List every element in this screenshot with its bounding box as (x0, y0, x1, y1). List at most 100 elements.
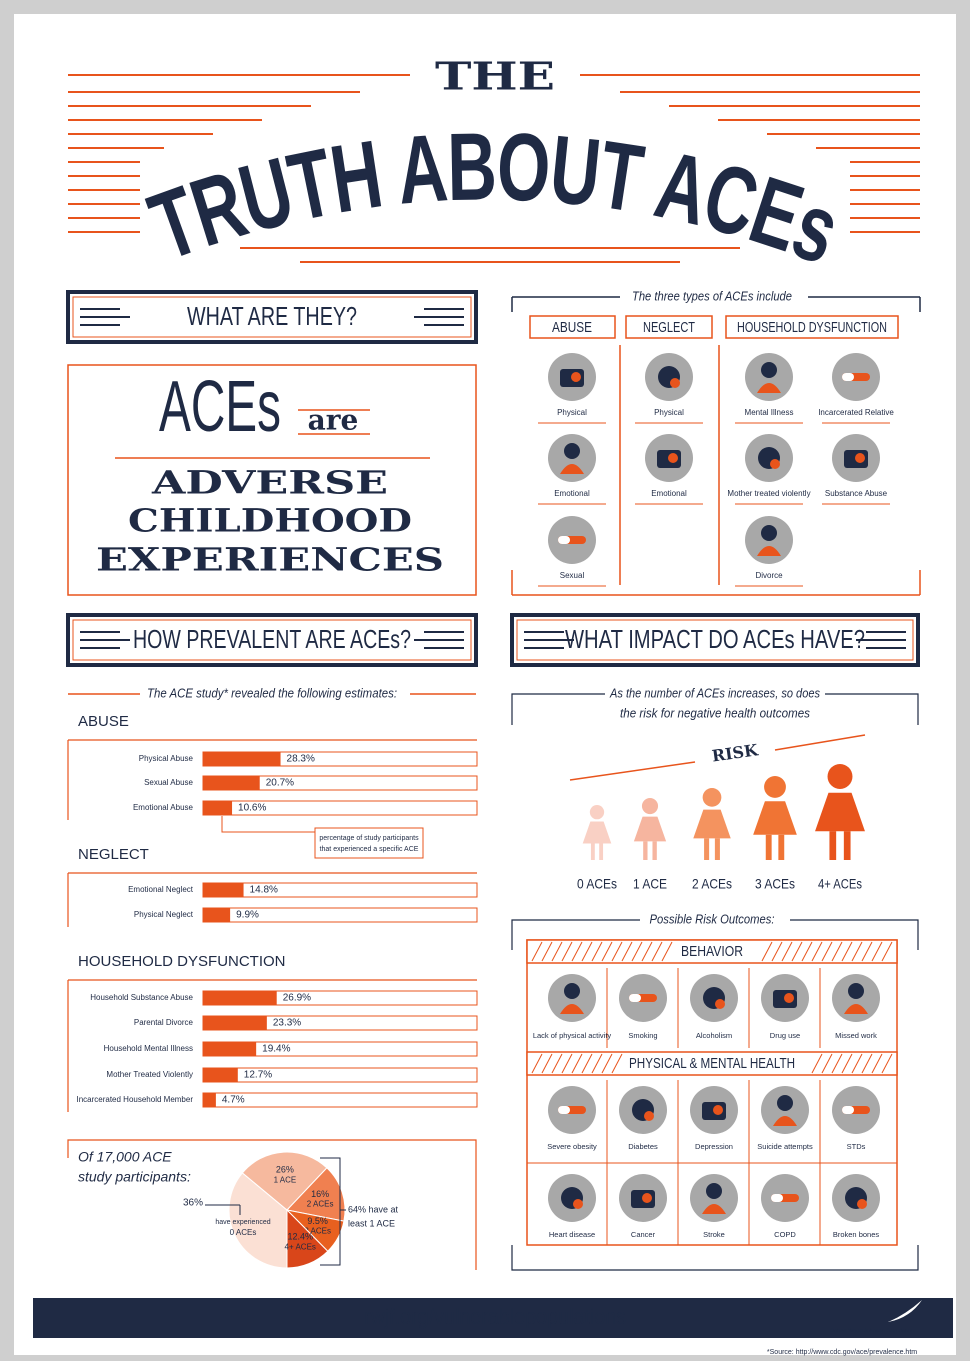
bar-group-title: ABUSE (78, 713, 129, 730)
figure-dress (753, 801, 797, 835)
hatch (621, 941, 633, 962)
icon-accent (571, 372, 581, 382)
bar-group-title: NEGLECT (78, 846, 149, 863)
figure-leg (704, 838, 710, 860)
figure-leg (843, 831, 851, 860)
bar-label: Physical Abuse (139, 754, 194, 763)
figure-leg (652, 841, 657, 860)
heading-box (510, 613, 920, 667)
note-text: percentage of study participants (319, 835, 419, 842)
hatch (591, 1053, 603, 1074)
banner-title: BEHAVIOR (681, 943, 743, 960)
aces-word: ACEs (159, 367, 281, 447)
pie-note: have experienced (215, 1219, 270, 1226)
level-label: 1 ACE (633, 876, 667, 892)
figure-head (702, 788, 722, 807)
hatch (861, 1053, 873, 1074)
outcome-label: Depression (695, 1142, 733, 1151)
icon-accent (560, 464, 584, 474)
definition-box (67, 364, 477, 596)
bar-label: Sexual Abuse (144, 778, 193, 787)
type-label: Emotional (554, 489, 590, 498)
expansion-word: ADVERSE (151, 464, 388, 502)
outcome-label: Severe obesity (547, 1142, 597, 1151)
level-label: 4+ ACEs (818, 876, 862, 892)
icon-accent (857, 1199, 867, 1209)
outcome-label: Lack of physical activity (533, 1031, 612, 1040)
hatch (581, 1053, 593, 1074)
pie-slice (286, 1208, 329, 1269)
bar (203, 776, 260, 790)
bar-label: Incarcerated Household Member (76, 1095, 193, 1104)
rule (569, 761, 696, 781)
type-label: Divorce (755, 571, 783, 580)
outcome-label: COPD (774, 1230, 796, 1239)
expansion-word: EXPERIENCES (96, 541, 444, 579)
icon-accent (560, 1004, 584, 1014)
hatch (881, 1053, 893, 1074)
outcome-label: Drug use (770, 1031, 800, 1040)
icon-accent (573, 1199, 583, 1209)
pie-value: 9.5% (307, 1216, 328, 1226)
hatch (611, 941, 623, 962)
pie-value: 26% (276, 1165, 294, 1175)
bar-value: 14.8% (250, 885, 278, 896)
type-label: Mental Illness (745, 408, 794, 417)
pie-category: 1 ACE (274, 1175, 297, 1184)
pie-annotation: 64% have at (348, 1204, 399, 1214)
poster (14, 14, 956, 1355)
footer-source: *Source: http://www.cdc.gov/ace/prevalen… (767, 1349, 917, 1356)
icon-shape (777, 1095, 793, 1111)
icon-accent (757, 383, 781, 393)
icon-accent (644, 1111, 654, 1121)
heading: WHAT IMPACT DO ACEs HAVE? (565, 624, 865, 654)
icon-shape (564, 443, 580, 459)
bar-value: 23.3% (273, 1018, 301, 1029)
figure-dress (582, 821, 612, 844)
heading-box (66, 613, 478, 667)
hatch (831, 941, 843, 962)
type-label: Incarcerated Relative (818, 408, 894, 417)
hatch (821, 941, 833, 962)
outcomes-title: Possible Risk Outcomes: (650, 911, 775, 926)
group-name: HOUSEHOLD DYSFUNCTION (737, 319, 887, 336)
group-box (725, 315, 899, 339)
hatch (541, 1053, 553, 1074)
expansion-word: CHILDHOOD (128, 502, 412, 540)
bar-value: 26.9% (283, 993, 311, 1004)
icon-accent (713, 1105, 723, 1115)
icon-accent (771, 1194, 783, 1202)
hatch (861, 941, 873, 962)
hatch (571, 1053, 583, 1074)
icon-shape (848, 983, 864, 999)
type-label: Sexual (560, 571, 585, 580)
footer-bar (33, 1298, 953, 1338)
outcome-label: Heart disease (549, 1230, 595, 1239)
icon-accent (558, 536, 570, 544)
hatch (801, 941, 813, 962)
title-the: THE (435, 54, 555, 99)
bar-value: 12.7% (244, 1070, 272, 1081)
icon-accent (558, 1106, 570, 1114)
pie-category: 0 ACEs (230, 1228, 257, 1237)
hatch (551, 1053, 563, 1074)
bar-value: 19.4% (262, 1044, 290, 1055)
bar-label: Household Mental Illness (104, 1044, 193, 1053)
impact-intro: the risk for negative health outcomes (620, 705, 810, 720)
hatch (851, 941, 863, 962)
icon-accent (842, 1106, 854, 1114)
outcome-label: Cancer (631, 1230, 656, 1239)
group-box (529, 315, 616, 339)
heading-inner (516, 619, 914, 661)
outcome-label: Missed work (835, 1031, 877, 1040)
icon-accent (670, 378, 680, 388)
bar-value: 10.6% (238, 803, 266, 814)
figure-head (827, 764, 853, 789)
hatch (531, 941, 543, 962)
bar-label: Emotional Abuse (133, 803, 194, 812)
bar-group-title: HOUSEHOLD DYSFUNCTION (78, 953, 286, 970)
bar (203, 883, 244, 897)
hatch (821, 1053, 833, 1074)
figure-leg (778, 834, 785, 860)
